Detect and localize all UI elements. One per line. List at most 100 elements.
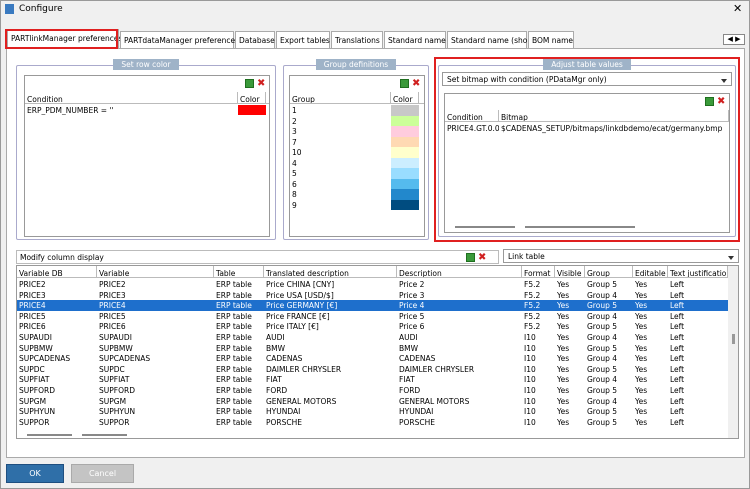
table-row[interactable]: SUPBMW SUPBMW ERP table BMW BMW I10 Yes Group 5… [17, 343, 738, 354]
table-cell: Yes [557, 343, 570, 353]
table-row[interactable]: 1 [290, 105, 424, 116]
cancel-button[interactable]: Cancel [71, 464, 134, 483]
delete-icon[interactable]: ✖ [717, 96, 726, 107]
table-cell: Group 5 [587, 322, 617, 332]
table-row[interactable]: 8 [290, 189, 424, 200]
column-header: Variable DB [17, 266, 97, 277]
table-row[interactable]: 4 [290, 157, 424, 168]
table-header: Group Color [290, 92, 424, 104]
color-swatch [391, 199, 419, 210]
table-row[interactable]: SUPFORD SUPFORD ERP table FORD FORD I10 Yes Gro… [17, 385, 738, 396]
table-cell: Left [670, 386, 685, 395]
table-cell: PRICE4 [99, 301, 126, 311]
table-row[interactable]: PRICE6 PRICE6 ERP table Price ITALY [€] Pric… [17, 321, 738, 332]
column-header: Group [290, 92, 391, 103]
tab[interactable]: PARTdataManager preferences [120, 31, 239, 48]
table-row[interactable]: 6 [290, 178, 424, 189]
table-row[interactable]: 9 [290, 199, 424, 210]
table-cell: FIAT [399, 375, 415, 385]
table-cell: PRICE3 [19, 290, 46, 300]
table-row[interactable]: PRICE2 PRICE2 ERP table Price CHINA [CNY] Pr… [17, 279, 738, 290]
table-row[interactable]: 2 [290, 115, 424, 126]
table-cell: Left [670, 343, 685, 353]
table-row[interactable]: PRICE3 PRICE3 ERP table Price USA [USD/$] Pr… [17, 290, 738, 301]
table-cell: Yes [635, 343, 648, 353]
table-cell: 8 [292, 190, 297, 199]
table-row[interactable]: 7 [290, 136, 424, 147]
tab[interactable]: Translations [331, 31, 383, 48]
table-cell: SUPHYUN [99, 407, 136, 417]
table-cell: BMW [399, 343, 419, 353]
bitmap-table: Condition Bitmap PRICE4.GT.0.0 $CADENAS_SET… [444, 93, 730, 233]
table-row[interactable]: SUPFIAT SUPFIAT ERP table FIAT FIAT I10 Yes Gro… [17, 374, 738, 385]
add-icon[interactable] [705, 97, 714, 106]
table-cell: 7 [292, 137, 297, 147]
table-cell: Yes [557, 301, 570, 311]
table-cell: PRICE4.GT.0.0 [447, 124, 499, 133]
tab[interactable]: Standard name (short) [447, 31, 536, 48]
table-cell: HYUNDAI [266, 407, 301, 417]
table-row[interactable]: PRICE4 PRICE4 ERP table Price GERMANY [€] Pr… [17, 300, 738, 311]
table-cell: PRICE3 [99, 290, 126, 300]
add-icon[interactable] [400, 79, 409, 88]
table-dropdown[interactable]: Link table [503, 249, 739, 263]
app-icon [5, 4, 14, 14]
mode-dropdown[interactable]: Set bitmap with condition (PDataMgr only… [442, 72, 732, 86]
table-cell: 6 [292, 179, 297, 189]
table-cell: ERP table [216, 301, 252, 311]
tab[interactable]: Export tables [276, 31, 330, 48]
table-cell: Yes [635, 333, 648, 342]
table-cell: Price 2 [399, 280, 425, 289]
tab[interactable]: Database [235, 31, 275, 48]
table-row[interactable]: SUPCADENAS SUPCADENAS ERP table CADENAS CADE… [17, 353, 738, 364]
table-cell: 3 [292, 127, 297, 136]
table-row[interactable]: SUPHYUN SUPHYUN ERP table HYUNDAI HYUNDAI I10… [17, 406, 738, 417]
column-header: Group [585, 266, 633, 277]
column-header: Color [391, 92, 419, 103]
table-cell: GENERAL MOTORS [399, 396, 470, 406]
table-cell: F5.2 [524, 311, 541, 321]
column-header: Format [522, 266, 555, 277]
table-cell: PRICE6 [19, 322, 46, 332]
highlight-box [434, 57, 740, 242]
set-row-color-group: Set row color Condition Color ERP_PDM_NUMB… [16, 59, 276, 240]
table-cell: Yes [557, 333, 570, 342]
table-cell: Left [670, 396, 685, 406]
table-cell: Yes [635, 364, 648, 374]
tab-scroll[interactable]: ◀ ▶ [723, 34, 745, 45]
table-cell: 5 [292, 169, 297, 178]
table-cell: Group 5 [587, 301, 617, 311]
add-icon[interactable] [466, 253, 475, 262]
table-cell: I10 [524, 386, 536, 395]
table-cell: ERP table [216, 386, 252, 395]
tab[interactable]: BOM name [528, 31, 574, 48]
ok-button[interactable]: OK [6, 464, 64, 483]
table-row[interactable]: PRICE4.GT.0.0 $CADENAS_SETUP/bitmaps/link… [445, 123, 729, 134]
table-row[interactable]: 10 [290, 147, 424, 158]
column-header: Variable [97, 266, 214, 277]
scrollbar [728, 266, 738, 438]
tab[interactable]: Standard name [384, 31, 446, 48]
table-row[interactable]: ERP_PDM_NUMBER = '' [25, 105, 269, 115]
table-cell: Yes [557, 364, 570, 374]
table-row[interactable]: SUPDC SUPDC ERP table DAIMLER CHRYSLER DAIML… [17, 364, 738, 375]
table-row[interactable]: 5 [290, 168, 424, 179]
column-header: Color [238, 92, 266, 103]
table-row[interactable]: SUPGM SUPGM ERP table GENERAL MOTORS GENERAL… [17, 396, 738, 407]
add-icon[interactable] [245, 79, 254, 88]
delete-icon[interactable]: ✖ [257, 78, 266, 89]
table-row[interactable]: 3 [290, 126, 424, 137]
column-header: Bitmap [499, 110, 729, 121]
table-cell: SUPHYUN [19, 407, 56, 417]
table-cell: Left [670, 364, 685, 374]
delete-icon[interactable]: ✖ [478, 252, 487, 263]
table-row[interactable]: SUPAUDI SUPAUDI ERP table AUDI AUDI I10 Yes Gro… [17, 332, 738, 343]
table-cell: SUPCADENAS [19, 354, 71, 364]
table-cell: Left [670, 311, 685, 321]
close-button[interactable]: ✕ [733, 2, 743, 15]
column-table: Variable DB Variable Table Translated descr… [16, 265, 739, 439]
delete-icon[interactable]: ✖ [412, 78, 421, 89]
table-row[interactable]: SUPPOR SUPPOR ERP table PORSCHE PORSCHE I10 Ye… [17, 417, 738, 428]
color-swatch [391, 168, 419, 179]
table-row[interactable]: PRICE5 PRICE5 ERP table Price FRANCE [€] Pri… [17, 311, 738, 322]
